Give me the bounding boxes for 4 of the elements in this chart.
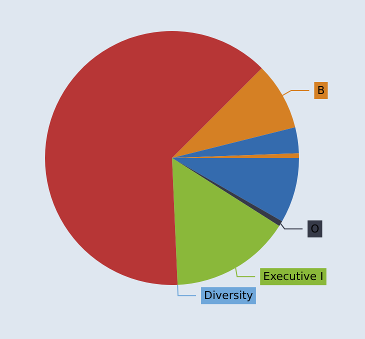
- slice-label: B: [317, 84, 325, 97]
- slice-label: O: [310, 222, 320, 236]
- slice-label: Executive I: [263, 270, 324, 284]
- legend-label: Diversity: [204, 289, 254, 302]
